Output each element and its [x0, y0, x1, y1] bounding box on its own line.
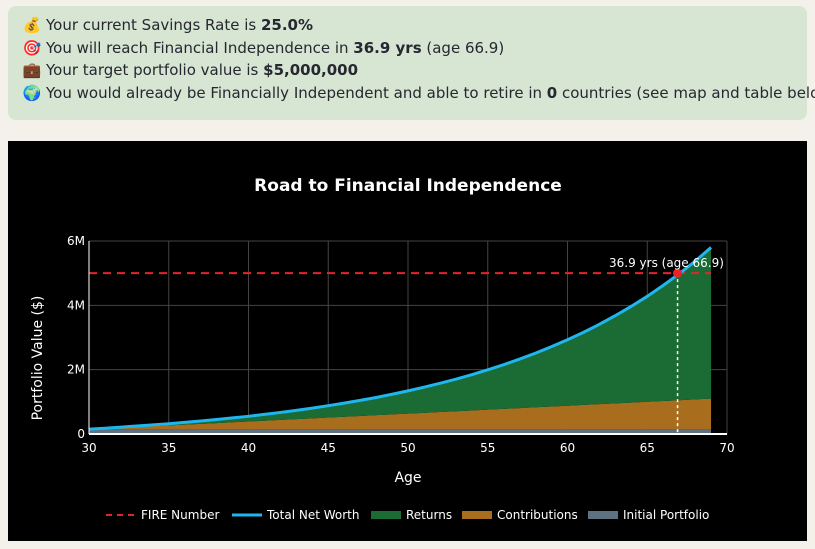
fi-marker-point — [673, 268, 683, 278]
legend-swatch-initial-portfolio — [588, 511, 618, 519]
legend-label-returns: Returns — [406, 508, 452, 522]
fi-time-line: 🎯 You will reach Financial Independence i… — [22, 37, 793, 60]
x-tick-label: 65 — [640, 441, 655, 455]
fire-summary-box: 💰 Your current Savings Rate is 25.0% 🎯 You… — [8, 6, 815, 120]
chart-areas — [89, 247, 712, 434]
chart-axes: 30 35 40 45 50 55 60 65 70 0 2M 4M 6M — [67, 234, 735, 455]
y-tick-label: 0 — [77, 427, 85, 441]
legend-label-contributions: Contributions — [497, 508, 578, 522]
y-tick-label: 6M — [67, 234, 85, 248]
fi-annotation-label: 36.9 yrs (age 66.9) — [609, 256, 724, 270]
countries-line: 🌍 You would already be Financially Indepe… — [22, 82, 815, 105]
x-tick-label: 55 — [480, 441, 495, 455]
x-axis-label: Age — [394, 470, 421, 486]
x-tick-label: 40 — [241, 441, 256, 455]
savings-rate-value: 25.0% — [260, 16, 313, 34]
fi-chart-panel: Road to Financial Independence 30 35 40 45 5… — [8, 141, 807, 541]
countries-count-value: 0 — [546, 83, 558, 102]
y-tick-label: 4M — [67, 298, 85, 312]
fi-chart: Road to Financial Independence 30 35 40 45 5… — [30, 176, 735, 522]
x-tick-label: 45 — [321, 441, 336, 455]
briefcase-icon: 💼 — [22, 61, 42, 79]
returns-area — [89, 247, 712, 430]
legend-swatch-contributions — [462, 511, 492, 519]
chart-annotation-group: 36.9 yrs (age 66.9) — [609, 256, 724, 434]
globe-icon: 🌍 — [22, 83, 42, 102]
x-tick-label: 30 — [81, 441, 96, 455]
x-tick-label: 60 — [560, 441, 575, 455]
money-bag-icon: 💰 — [22, 16, 42, 34]
contributions-area — [89, 398, 712, 430]
legend-label-fire-number: FIRE Number — [141, 508, 219, 522]
x-tick-label: 70 — [719, 441, 734, 455]
x-tick-label: 50 — [400, 441, 415, 455]
chart-legend: FIRE Number Total Net Worth Returns Contrib… — [106, 508, 709, 522]
chart-lines — [88, 246, 713, 431]
legend-label-total-net-worth: Total Net Worth — [266, 508, 359, 522]
target-portfolio-value: $5,000,000 — [263, 61, 359, 79]
y-axis-label: Portfolio Value ($) — [30, 296, 46, 421]
y-tick-label: 2M — [67, 363, 85, 377]
legend-swatch-returns — [371, 511, 401, 519]
target-icon: 🎯 — [22, 38, 42, 57]
savings-rate-line: 💰 Your current Savings Rate is 25.0% — [22, 14, 793, 37]
initial-portfolio-area — [89, 429, 712, 434]
total-net-worth-line — [88, 246, 713, 431]
chart-title: Road to Financial Independence — [254, 176, 562, 196]
x-tick-label: 35 — [161, 441, 176, 455]
fi-years-value: 36.9 yrs — [353, 38, 422, 57]
target-portfolio-line: 💼 Your target portfolio value is $5,000,0… — [22, 59, 793, 82]
legend-label-initial-portfolio: Initial Portfolio — [623, 508, 709, 522]
